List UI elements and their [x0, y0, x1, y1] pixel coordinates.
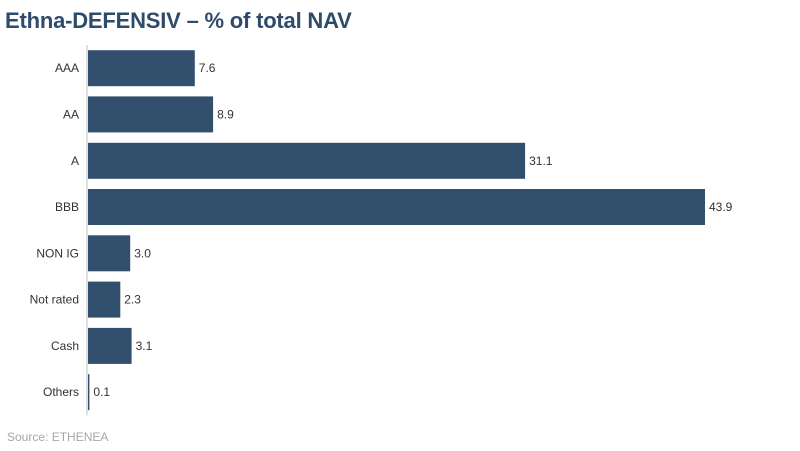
bar-a [88, 142, 526, 179]
category-label: Others [43, 385, 79, 399]
bar-not-rated [88, 281, 121, 318]
category-label: Not rated [30, 293, 79, 307]
value-label: 43.9 [709, 200, 733, 214]
value-label: 3.1 [136, 339, 153, 353]
source-note: Source: ETHENEA [7, 430, 109, 444]
category-label: Cash [51, 339, 79, 353]
bar-cash [88, 327, 132, 364]
value-label: 8.9 [217, 107, 234, 121]
bar-others [88, 374, 90, 411]
value-label: 7.6 [199, 61, 216, 75]
bar-non-ig [88, 235, 131, 272]
chart-title: Ethna-DEFENSIV – % of total NAV [5, 8, 352, 33]
bar-bbb [88, 189, 705, 225]
category-label: AAA [55, 61, 79, 75]
value-label: 31.1 [529, 154, 553, 168]
bar-aa [88, 96, 214, 133]
category-label: AA [63, 107, 79, 121]
category-label: BBB [55, 200, 79, 214]
bar-aaa [88, 50, 195, 87]
value-label: 2.3 [124, 293, 141, 307]
category-label: A [71, 154, 79, 168]
value-label: 0.1 [93, 385, 110, 399]
value-label: 3.0 [134, 246, 151, 260]
category-label: NON IG [36, 246, 79, 260]
